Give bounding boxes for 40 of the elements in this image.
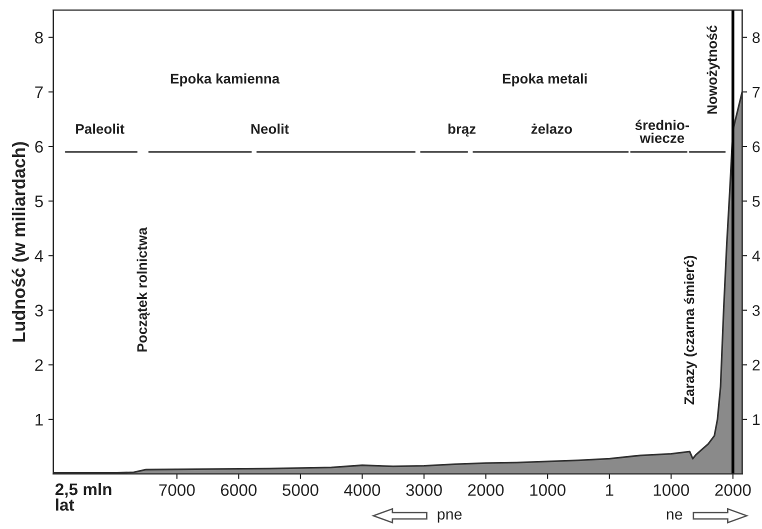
y2-tick-label: 4 [752,250,760,262]
annotation: żelazo [531,124,572,134]
x-tick-label: 7000 [159,484,195,496]
y2-tick-label: 5 [752,196,760,207]
y2-tick-label: 8 [752,32,760,44]
x-tick-label: 5000 [282,484,318,496]
y-tick-label: 8 [35,32,43,44]
y2-tick-label: 1 [753,414,760,425]
y-tick-label: 3 [34,304,43,316]
x-tick-label: 2000 [468,484,504,496]
x-tick-label: 1 [606,484,614,496]
x-tick-label: 3000 [406,484,442,496]
annotation: Nowożytność [706,25,720,114]
y2-tick-label: 7 [752,86,760,98]
y-tick-label: 4 [34,250,44,262]
annotation: Początek rolnictwa [136,227,150,352]
annotation: Epoka kamienna [170,73,280,86]
annotation: średnio- wiecze [635,120,690,143]
y-tick-label: 1 [36,414,43,426]
x-tick-label: 4000 [344,484,380,496]
y-tick-label: 2 [35,359,43,371]
y-tick-label: 6 [35,140,43,153]
text: pne [438,511,462,523]
y-tick-label: 5 [35,196,43,208]
y2-tick-label: 2 [752,360,760,370]
annotation: brąz [448,124,476,137]
annotation: Epoka metali [502,73,587,86]
annotation: Zarazy (czarna śmierć) [684,256,697,405]
text: 2,5 mln lat [55,482,112,511]
y2-tick-label: 6 [752,141,760,152]
annotation: Neolit [251,124,289,134]
x-tick-label: 2000 [715,484,751,496]
x-tick-label: 6000 [220,484,257,496]
y2-tick-label: 3 [752,305,760,316]
x-tick-label: 1000 [530,484,566,496]
x-tick-label: 1000 [654,484,690,496]
y-axis-title: Ludność (w miliardach) [12,142,29,342]
annotation: Paleolit [76,124,124,134]
text: ne [666,511,682,520]
y-tick-label: 7 [35,86,43,98]
